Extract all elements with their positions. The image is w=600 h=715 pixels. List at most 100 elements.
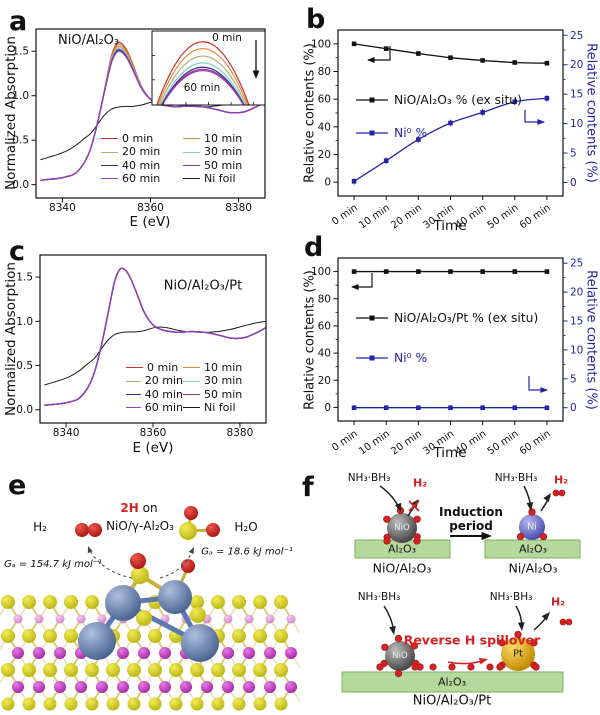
left-axis-title: Relative contents (%) bbox=[302, 270, 318, 410]
legend-entry-0-min: 0 min bbox=[126, 361, 183, 374]
dft-surface-model bbox=[0, 506, 300, 711]
caption-2h-on: 2H on bbox=[120, 501, 157, 515]
x-axis-title: E (eV) bbox=[129, 214, 171, 230]
svg-text:10: 10 bbox=[570, 118, 583, 130]
svg-text:15: 15 bbox=[570, 89, 583, 101]
alumina-slab bbox=[484, 539, 581, 559]
svg-text:15: 15 bbox=[570, 316, 583, 328]
legend-swatch bbox=[101, 165, 118, 167]
y-axis-title: Normalized Absorption bbox=[3, 36, 19, 190]
legend-swatch bbox=[101, 138, 118, 140]
svg-text:50 min: 50 min bbox=[486, 202, 521, 230]
x-axis-title: E (eV) bbox=[132, 440, 174, 456]
legend-entry-50-min: 50 min bbox=[183, 388, 242, 401]
legend-label: 60 min bbox=[122, 172, 161, 186]
legend: 0 min 10 min 20 min 30 min 40 min 50 min 60 mi… bbox=[101, 132, 242, 186]
legend-entry-ni-foil: Ni foil bbox=[183, 172, 242, 185]
legend-entry-30-min: 30 min bbox=[183, 374, 242, 387]
y-axis-title: Normalized Absorption bbox=[3, 262, 19, 416]
legend-entry-40-min: 40 min bbox=[101, 159, 183, 172]
sample-label-nio-al2o3-pt: NiO/Al₂O₃/Pt bbox=[163, 278, 243, 294]
alumina-label: Al₂O₃ bbox=[518, 542, 548, 556]
x-axis-title: Time bbox=[433, 218, 467, 234]
legend-label: 10 min bbox=[204, 361, 243, 374]
legend-label: 30 min bbox=[204, 145, 243, 159]
svg-text:8340: 8340 bbox=[53, 427, 80, 439]
svg-text:25: 25 bbox=[570, 258, 583, 270]
legend-label: 30 min bbox=[204, 374, 243, 388]
curve-60-min bbox=[40, 50, 265, 181]
svg-text:60: 60 bbox=[318, 320, 331, 332]
legend-swatch bbox=[126, 394, 141, 396]
series-ni0 bbox=[351, 94, 550, 185]
ni-particle bbox=[519, 514, 545, 540]
h2o-label: H₂O bbox=[234, 520, 258, 534]
ni4-cluster bbox=[78, 553, 219, 662]
svg-text:1.0: 1.0 bbox=[12, 90, 29, 102]
svg-text:60 min: 60 min bbox=[518, 202, 553, 230]
svg-text:10: 10 bbox=[570, 344, 583, 356]
svg-text:8380: 8380 bbox=[225, 202, 252, 214]
alumina-label: Al₂O₃ bbox=[387, 542, 417, 556]
ga-left-label: Gₐ = 154.7 kJ mol⁻¹ bbox=[4, 559, 103, 570]
ammonia-borane-label: NH₃·BH₃ bbox=[347, 472, 391, 484]
svg-text:60: 60 bbox=[318, 94, 331, 106]
legend-swatch bbox=[183, 380, 200, 382]
right-axis-title: Relative contents (%) bbox=[583, 43, 599, 183]
xanes-chart-nio-al2o3: 8340 8360 8380 0.0 0.5 1.0 1.5 bbox=[12, 28, 266, 214]
legend-swatch bbox=[101, 151, 118, 153]
legend-entry: NiO/Al₂O₃/Pt % (ex situ) bbox=[356, 311, 538, 325]
svg-text:8340: 8340 bbox=[49, 202, 76, 214]
spillover-arrow bbox=[447, 659, 486, 665]
legend-label: 40 min bbox=[122, 158, 161, 172]
legend-entry-10-min: 10 min bbox=[183, 361, 242, 374]
svg-text:100: 100 bbox=[311, 38, 331, 50]
legend-swatch bbox=[183, 165, 200, 167]
legend-label: 10 min bbox=[204, 132, 243, 145]
svg-text:25: 25 bbox=[570, 30, 583, 42]
legend-label: 0 min bbox=[147, 361, 179, 374]
svg-text:0: 0 bbox=[570, 177, 577, 189]
legend-label: Ni foil bbox=[204, 401, 236, 415]
caption-nio-al2o3-pt: NiO/Al₂O₃/Pt bbox=[412, 693, 492, 709]
nio-particle bbox=[385, 641, 415, 671]
legend-label: Ni foil bbox=[204, 172, 236, 186]
caption-ni-al2o3: Ni/Al₂O₃ bbox=[508, 560, 558, 576]
legend-swatch bbox=[126, 380, 141, 382]
legend-entry-50-min: 50 min bbox=[183, 159, 242, 172]
panel-f: f NH₃·BH₃ H₂ Induction period NH₃·BH₃ H₂… bbox=[300, 460, 600, 715]
legend-swatch bbox=[183, 394, 200, 396]
svg-text:100: 100 bbox=[311, 266, 331, 278]
svg-text:1.5: 1.5 bbox=[16, 272, 33, 284]
inset-label-60min: 60 min bbox=[183, 82, 221, 94]
svg-text:1.0: 1.0 bbox=[16, 316, 33, 328]
legend-entry: Ni⁰ % bbox=[356, 126, 427, 140]
legend-swatch bbox=[126, 407, 141, 409]
svg-text:1.5: 1.5 bbox=[12, 46, 29, 58]
svg-text:10 min: 10 min bbox=[357, 428, 392, 457]
legend-label: 0 min bbox=[122, 132, 154, 145]
legend-entry-60-min: 60 min bbox=[126, 401, 183, 414]
ammonia-borane-label: NH₃·BH₃ bbox=[494, 472, 538, 484]
mechanism-scheme bbox=[341, 485, 581, 693]
panel-e: e 2H on H₂ NiO/γ-Al₂O₃ H₂O Gₐ = 154.7 kJ… bbox=[0, 460, 300, 715]
induction-label-line1: Induction bbox=[439, 505, 503, 519]
panel-label-b: b bbox=[306, 4, 326, 35]
h2-label: H₂ bbox=[553, 473, 569, 487]
sample-label-nio-al2o3: NiO/Al₂O₃ bbox=[58, 33, 120, 48]
ga-right-label: Gₐ = 18.6 kJ mol⁻¹ bbox=[201, 546, 293, 558]
svg-text:0 min: 0 min bbox=[330, 428, 360, 453]
alumina-slab bbox=[341, 671, 564, 693]
molecules bbox=[75, 506, 220, 540]
svg-text:20: 20 bbox=[570, 287, 583, 299]
panel-label-d: d bbox=[304, 232, 324, 263]
svg-text:8360: 8360 bbox=[137, 202, 164, 214]
legend-label: NiO/Al₂O₃/Pt % (ex situ) bbox=[394, 311, 538, 325]
legend-entry-20-min: 20 min bbox=[101, 145, 183, 158]
alumina-label: Al₂O₃ bbox=[437, 675, 467, 689]
svg-text:0 min: 0 min bbox=[330, 202, 360, 227]
inset-curves bbox=[156, 41, 250, 105]
legend-entry-10-min: 10 min bbox=[183, 132, 242, 145]
